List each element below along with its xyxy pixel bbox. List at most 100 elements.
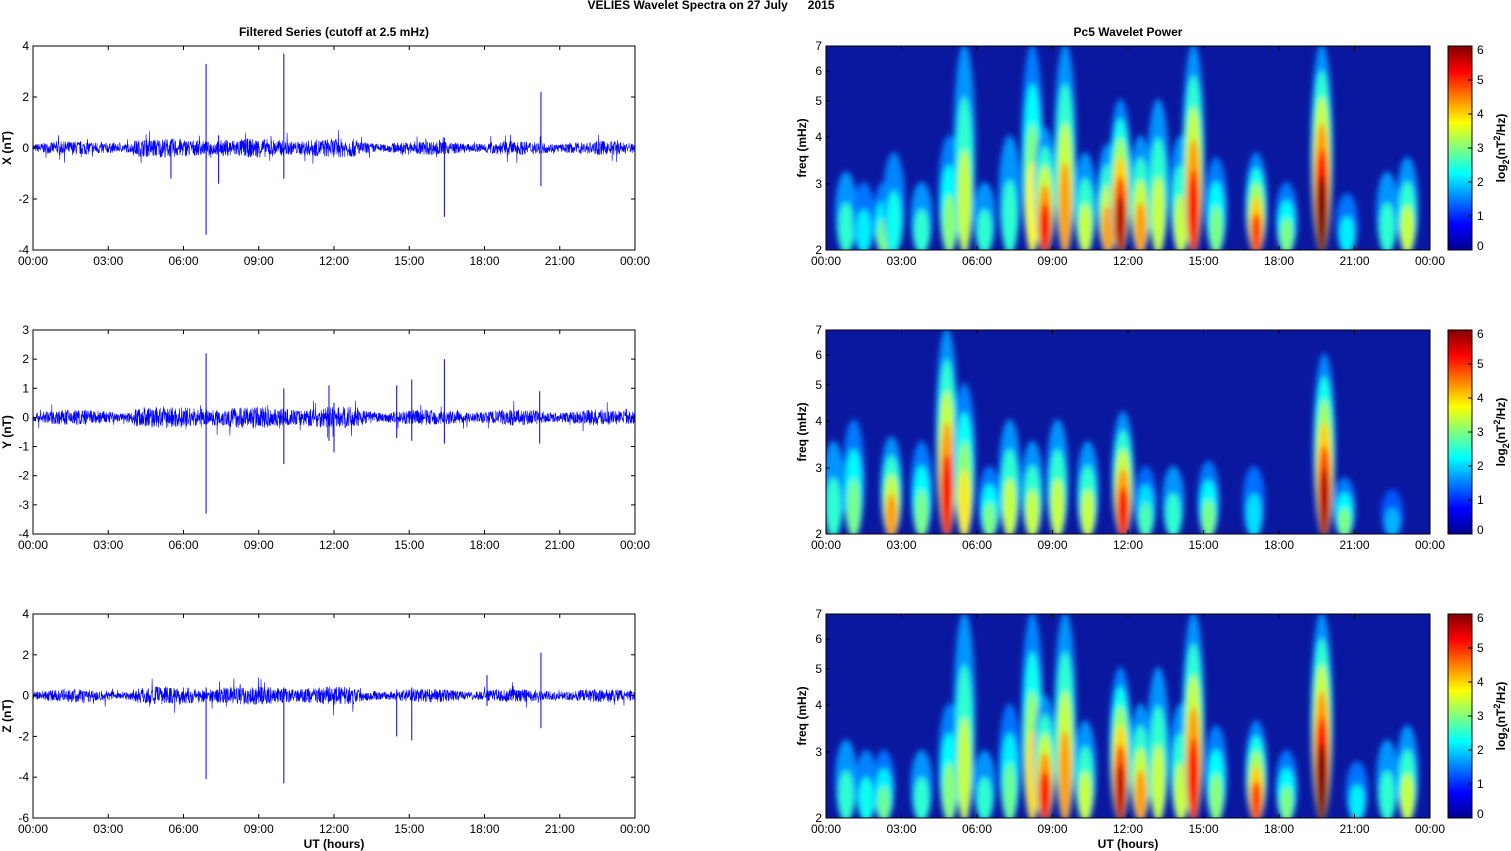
x-tick-label: 09:00 — [1037, 822, 1067, 836]
x-tick-label: 12:00 — [1113, 822, 1143, 836]
x-tick-label: 09:00 — [244, 822, 274, 836]
x-tick-label: 00:00 — [1415, 538, 1445, 552]
wavelet-blob — [1151, 744, 1165, 818]
y-tick-label: 5 — [815, 94, 822, 108]
colorbar-tick-label: 1 — [1477, 493, 1484, 507]
x-tick-label: 00:00 — [811, 822, 841, 836]
y-tick-label: 2 — [815, 811, 822, 825]
colorbar-label-sup: 2 — [1492, 420, 1502, 425]
wavelet-blobs — [826, 330, 1404, 534]
wavelet-blob — [1318, 468, 1330, 534]
y-axis-label: Z (nT) — [0, 699, 14, 732]
x-tick-label: 00:00 — [811, 254, 841, 268]
wavelet-blob — [1003, 478, 1017, 534]
y-tick-label: 5 — [815, 378, 822, 392]
x-tick-label: 21:00 — [545, 822, 575, 836]
wavelet-blobs — [835, 46, 1419, 250]
wavelet-blob — [914, 776, 930, 818]
wavelet-blob — [914, 208, 930, 250]
x-tick-label: 15:00 — [394, 538, 424, 552]
colorbar-label-open: (nT — [1494, 424, 1508, 443]
right-column-title: Pc5 Wavelet Power — [1074, 25, 1183, 39]
colorbar-tick-label: 5 — [1477, 641, 1484, 655]
wavelet-blob — [1115, 763, 1126, 818]
colorbar-tick-label: 2 — [1477, 743, 1484, 757]
wavelet-blob — [1151, 176, 1165, 250]
x-tick-label: 09:00 — [1037, 538, 1067, 552]
series-panel-x: -4 -2 0 2 4 00:00 03:00 06:00 09:00 12:00 15:00 18:… — [0, 39, 650, 268]
y-tick-label: 4 — [815, 130, 822, 144]
y-tick-label: -2 — [18, 469, 29, 483]
y-tick-label: -4 — [18, 243, 29, 257]
x-tick-label: 06:00 — [168, 254, 198, 268]
colorbar-tick-label: 5 — [1477, 73, 1484, 87]
wavelet-blob — [1174, 762, 1188, 818]
series-line — [32, 677, 636, 716]
wavelet-blob — [877, 785, 891, 818]
colorbar-tick-label: 4 — [1477, 391, 1484, 405]
wavelet-blob — [1187, 170, 1200, 250]
wavelet-blob — [1316, 743, 1328, 818]
y-tick-label: 5 — [815, 662, 822, 676]
wavelet-power-map — [835, 46, 1419, 250]
y-tick-label: 0 — [22, 689, 29, 703]
wavelet-blob — [1115, 195, 1126, 250]
wavelet-blob — [1051, 478, 1065, 534]
wavelet-blob — [1349, 784, 1365, 818]
wavelet-blob — [1059, 730, 1072, 818]
wavelet-blob — [856, 208, 872, 250]
wavelet-blob — [1250, 781, 1262, 818]
wavelet-blob — [1025, 489, 1039, 534]
y-tick-label: -2 — [18, 729, 29, 743]
colorbar-label-base: log — [1494, 448, 1508, 466]
colorbar-tick-label: 0 — [1477, 807, 1484, 821]
x-tick-label: 00:00 — [1415, 254, 1445, 268]
colorbar-tick-label: 0 — [1477, 523, 1484, 537]
x-tick-label: 00:00 — [18, 538, 48, 552]
x-axis-label-left: UT (hours) — [304, 837, 365, 851]
colorbar-label-sup: 2 — [1492, 704, 1502, 709]
wavelet-blob — [941, 454, 953, 534]
wavelet-blob — [983, 501, 997, 534]
x-tick-label: 15:00 — [394, 822, 424, 836]
x-tick-label: 06:00 — [962, 538, 992, 552]
y-tick-label: 2 — [22, 90, 29, 104]
wavelet-blob — [915, 489, 929, 534]
wavelet-power-map — [835, 614, 1419, 818]
wavelet-blob — [1174, 194, 1188, 250]
wavelet-blob — [885, 493, 898, 534]
y-tick-label: 3 — [815, 177, 822, 191]
y-tick-label: -4 — [18, 527, 29, 541]
wavelet-blob — [958, 470, 971, 534]
wavelet-blob — [1081, 489, 1095, 534]
wavelet-blob — [1400, 205, 1414, 250]
colorbar-label: log2(nT2/Hz) — [1492, 682, 1511, 751]
x-tick-label: 12:00 — [319, 822, 349, 836]
left-column-title: Filtered Series (cutoff at 2.5 mHz) — [239, 25, 429, 39]
wavelet-blob — [1246, 492, 1262, 534]
y-tick-label: 4 — [815, 414, 822, 428]
wavelet-blob — [1059, 162, 1072, 250]
y-tick-label: -1 — [18, 440, 29, 454]
y-tick-label: 6 — [815, 632, 822, 646]
wavelet-blob — [976, 208, 993, 250]
x-axis-label-right: UT (hours) — [1098, 837, 1159, 851]
wavelet-blob — [1379, 770, 1395, 818]
series-line — [32, 129, 636, 164]
y-tick-label: -2 — [18, 192, 29, 206]
wavelet-blob — [1339, 216, 1355, 250]
x-tick-label: 00:00 — [18, 254, 48, 268]
x-tick-label: 15:00 — [1188, 538, 1218, 552]
colorbar-label-sub: 2 — [1501, 159, 1511, 164]
colorbar-tick-label: 2 — [1477, 459, 1484, 473]
colorbar-tick-label: 0 — [1477, 239, 1484, 253]
colorbar-tick-label: 1 — [1477, 777, 1484, 791]
wavelet-blob — [1002, 179, 1018, 250]
y-tick-label: 3 — [815, 745, 822, 759]
x-tick-label: 00:00 — [18, 822, 48, 836]
x-tick-label: 12:00 — [319, 254, 349, 268]
colorbar-tick-label: 6 — [1477, 43, 1484, 57]
x-tick-label: 09:00 — [1037, 254, 1067, 268]
